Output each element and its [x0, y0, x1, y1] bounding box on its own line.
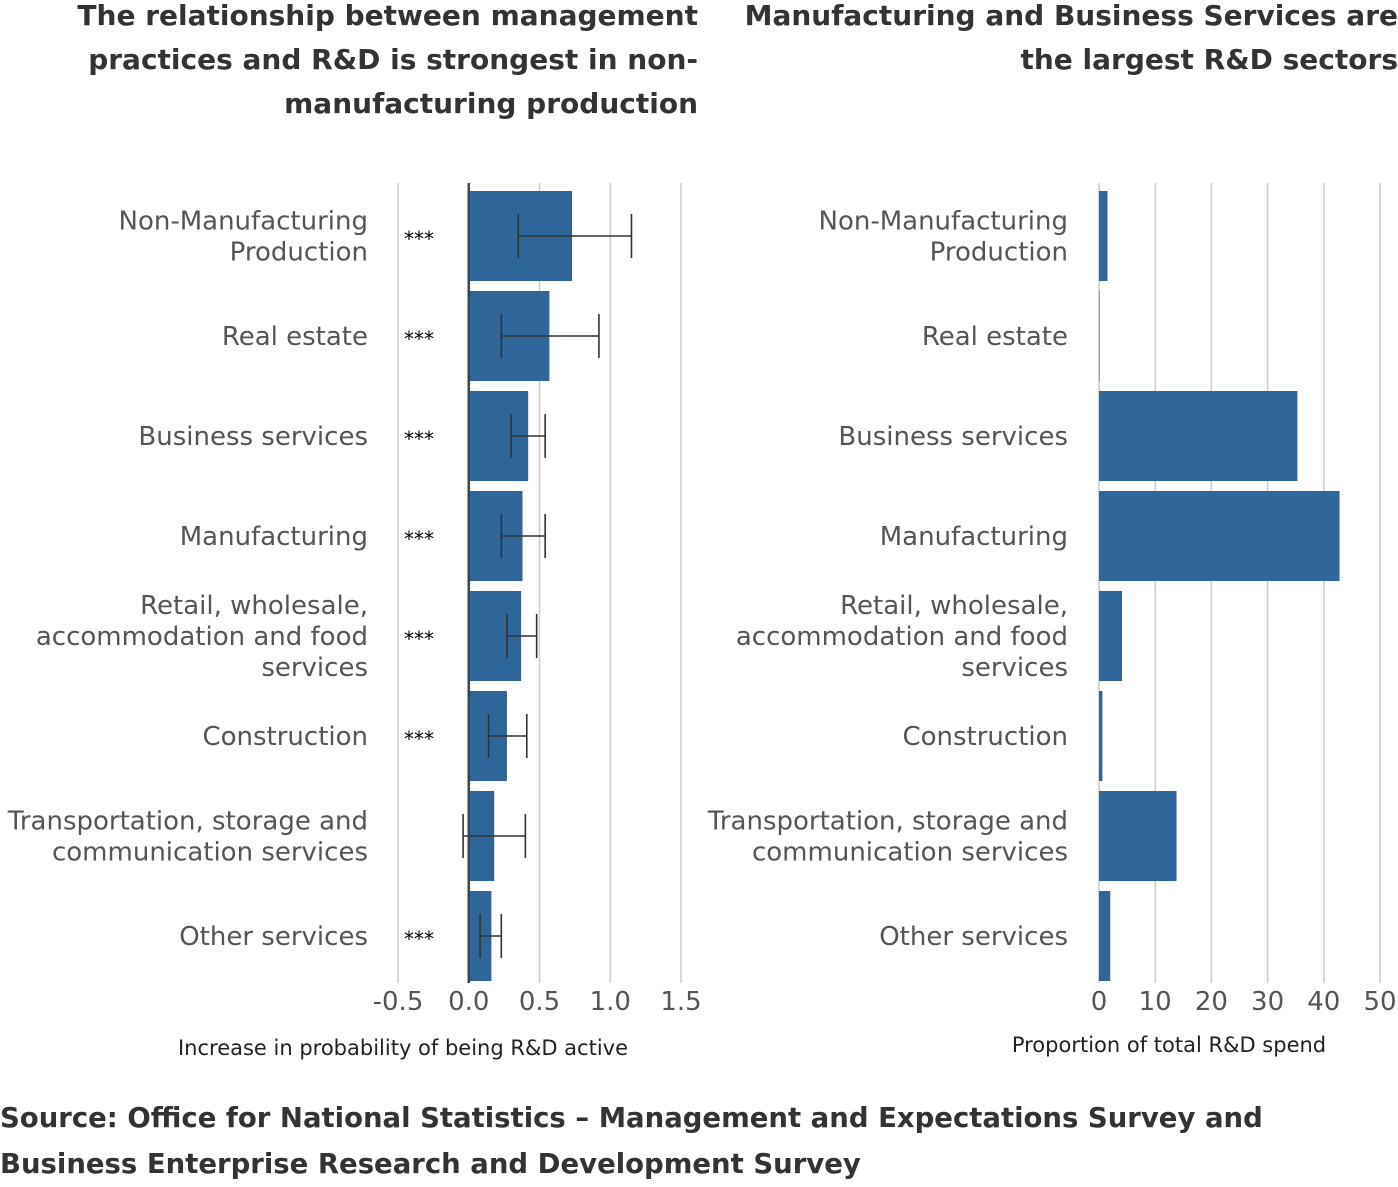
right-bars — [1099, 191, 1340, 981]
left-category-label: communication services — [52, 838, 368, 868]
left-category-label: Business services — [138, 422, 368, 452]
right-category-label: Real estate — [922, 322, 1068, 352]
left-error-bar — [500, 314, 600, 358]
left-tick-label: 0.5 — [519, 987, 560, 1017]
left-error-bar — [510, 414, 546, 458]
left-category-label: Non-Manufacturing — [119, 207, 369, 237]
right-category-label: Production — [930, 238, 1068, 268]
left-category-label: services — [261, 653, 368, 683]
left-category-label: Other services — [179, 922, 368, 952]
left-category-label: Real estate — [222, 322, 368, 352]
right-bar — [1099, 191, 1108, 281]
right-category-label: Business services — [838, 422, 1068, 452]
left-significance-marker: *** — [404, 927, 434, 951]
right-bar — [1099, 491, 1340, 581]
right-tick-label: 50 — [1363, 987, 1396, 1017]
right-bar — [1099, 591, 1123, 681]
left-category-label: accommodation and food — [36, 622, 368, 652]
right-tick-label: 0 — [1091, 987, 1108, 1017]
left-error-bar — [479, 914, 503, 958]
left-significance-marker: *** — [404, 427, 434, 451]
left-tick-labels: -0.5 0.0 0.5 1.0 1.5 — [373, 987, 702, 1017]
right-tick-labels: 0 10 20 30 40 50 — [1091, 987, 1397, 1017]
left-error-bar — [487, 714, 528, 758]
right-tick-label: 20 — [1195, 987, 1228, 1017]
right-category-label: accommodation and food — [736, 622, 1068, 652]
right-bar — [1099, 691, 1103, 781]
right-category-label: Retail, wholesale, — [840, 591, 1068, 621]
right-tick-label: 30 — [1251, 987, 1284, 1017]
right-bar — [1099, 891, 1111, 981]
left-category-label: Production — [230, 238, 368, 268]
left-significance-marker: *** — [404, 227, 434, 251]
left-significance-marker: *** — [404, 727, 434, 751]
right-category-label: Construction — [902, 722, 1068, 752]
right-x-axis-label: Proportion of total R&D spend — [1012, 1033, 1326, 1057]
right-tick-label: 40 — [1307, 987, 1340, 1017]
left-tick-label: 1.5 — [660, 987, 701, 1017]
left-tick-label: -0.5 — [373, 987, 424, 1017]
left-chart-title: The relationship between management prac… — [77, 0, 698, 120]
right-category-label: Other services — [879, 922, 1068, 952]
right-bar — [1099, 291, 1100, 381]
left-significance-marker: *** — [404, 527, 434, 551]
right-bar — [1099, 791, 1177, 881]
right-category-label: services — [961, 653, 1068, 683]
left-significance-marker: *** — [404, 327, 434, 351]
right-category-label: Non-Manufacturing — [819, 207, 1069, 237]
left-error-bar — [517, 214, 633, 258]
right-category-label: communication services — [752, 838, 1068, 868]
right-gridlines — [1098, 183, 1381, 983]
left-category-label: Transportation, storage and — [7, 807, 368, 837]
right-bar — [1099, 391, 1298, 481]
left-category-label: Manufacturing — [180, 522, 368, 552]
left-significance-markers: *** *** *** *** *** *** *** — [404, 227, 434, 951]
left-error-bar — [500, 514, 546, 558]
left-category-label: Construction — [202, 722, 368, 752]
left-error-bars — [462, 183, 633, 983]
left-x-axis-label: Increase in probability of being R&D act… — [178, 1036, 628, 1060]
left-bars — [468, 191, 573, 981]
left-significance-marker: *** — [404, 627, 434, 651]
left-tick-label: 0.0 — [448, 987, 489, 1017]
right-category-label: Transportation, storage and — [707, 807, 1068, 837]
source-note: Source: Office for National Statistics –… — [0, 1102, 1263, 1180]
right-category-label: Manufacturing — [880, 522, 1068, 552]
left-error-bar — [506, 614, 538, 658]
left-error-bar — [462, 814, 527, 858]
right-tick-label: 10 — [1139, 987, 1172, 1017]
right-chart-title: Manufacturing and Business Services are … — [744, 0, 1398, 76]
left-tick-label: 1.0 — [590, 987, 631, 1017]
left-category-label: Retail, wholesale, — [140, 591, 368, 621]
